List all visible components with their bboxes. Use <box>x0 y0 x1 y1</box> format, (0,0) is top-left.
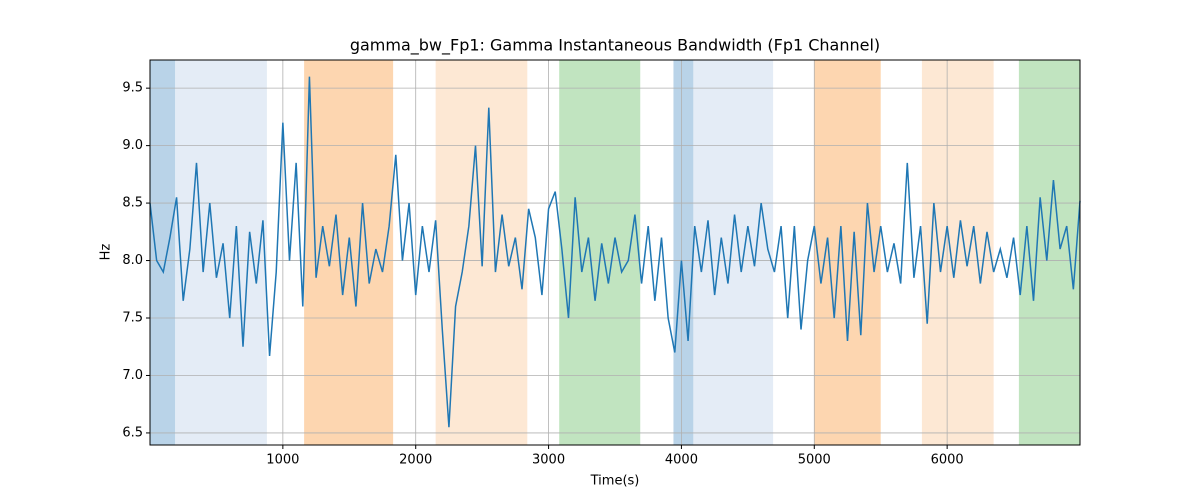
shaded-span <box>150 60 176 445</box>
y-axis-label: Hz <box>99 244 114 261</box>
data-line <box>149 76 1081 428</box>
shaded-span <box>814 60 881 445</box>
y-tick-label: 7.0 <box>122 368 143 383</box>
x-tick-label: 4000 <box>665 453 698 468</box>
x-tick-label: 2000 <box>399 453 432 468</box>
plot-frame <box>149 59 1081 446</box>
shaded-span <box>921 60 994 445</box>
x-axis-label: Time(s) <box>590 474 640 489</box>
shaded-span <box>1018 60 1080 445</box>
x-tick-label: 6000 <box>931 453 964 468</box>
y-tick-label: 8.5 <box>122 196 143 211</box>
shaded-span <box>673 60 694 445</box>
shaded-span <box>693 60 774 445</box>
x-tick-label: 1000 <box>266 453 299 468</box>
y-tick-label: 9.5 <box>122 81 143 96</box>
chart-title: gamma_bw_Fp1: Gamma Instantaneous Bandwi… <box>350 36 880 56</box>
y-tick-label: 9.0 <box>122 138 143 153</box>
y-tick-label: 6.5 <box>122 425 143 440</box>
y-tick-label: 8.0 <box>122 253 143 268</box>
shaded-span <box>304 60 394 445</box>
x-tick-label: 5000 <box>798 453 831 468</box>
y-tick-label: 7.5 <box>122 311 143 326</box>
x-tick-label: 3000 <box>532 453 565 468</box>
